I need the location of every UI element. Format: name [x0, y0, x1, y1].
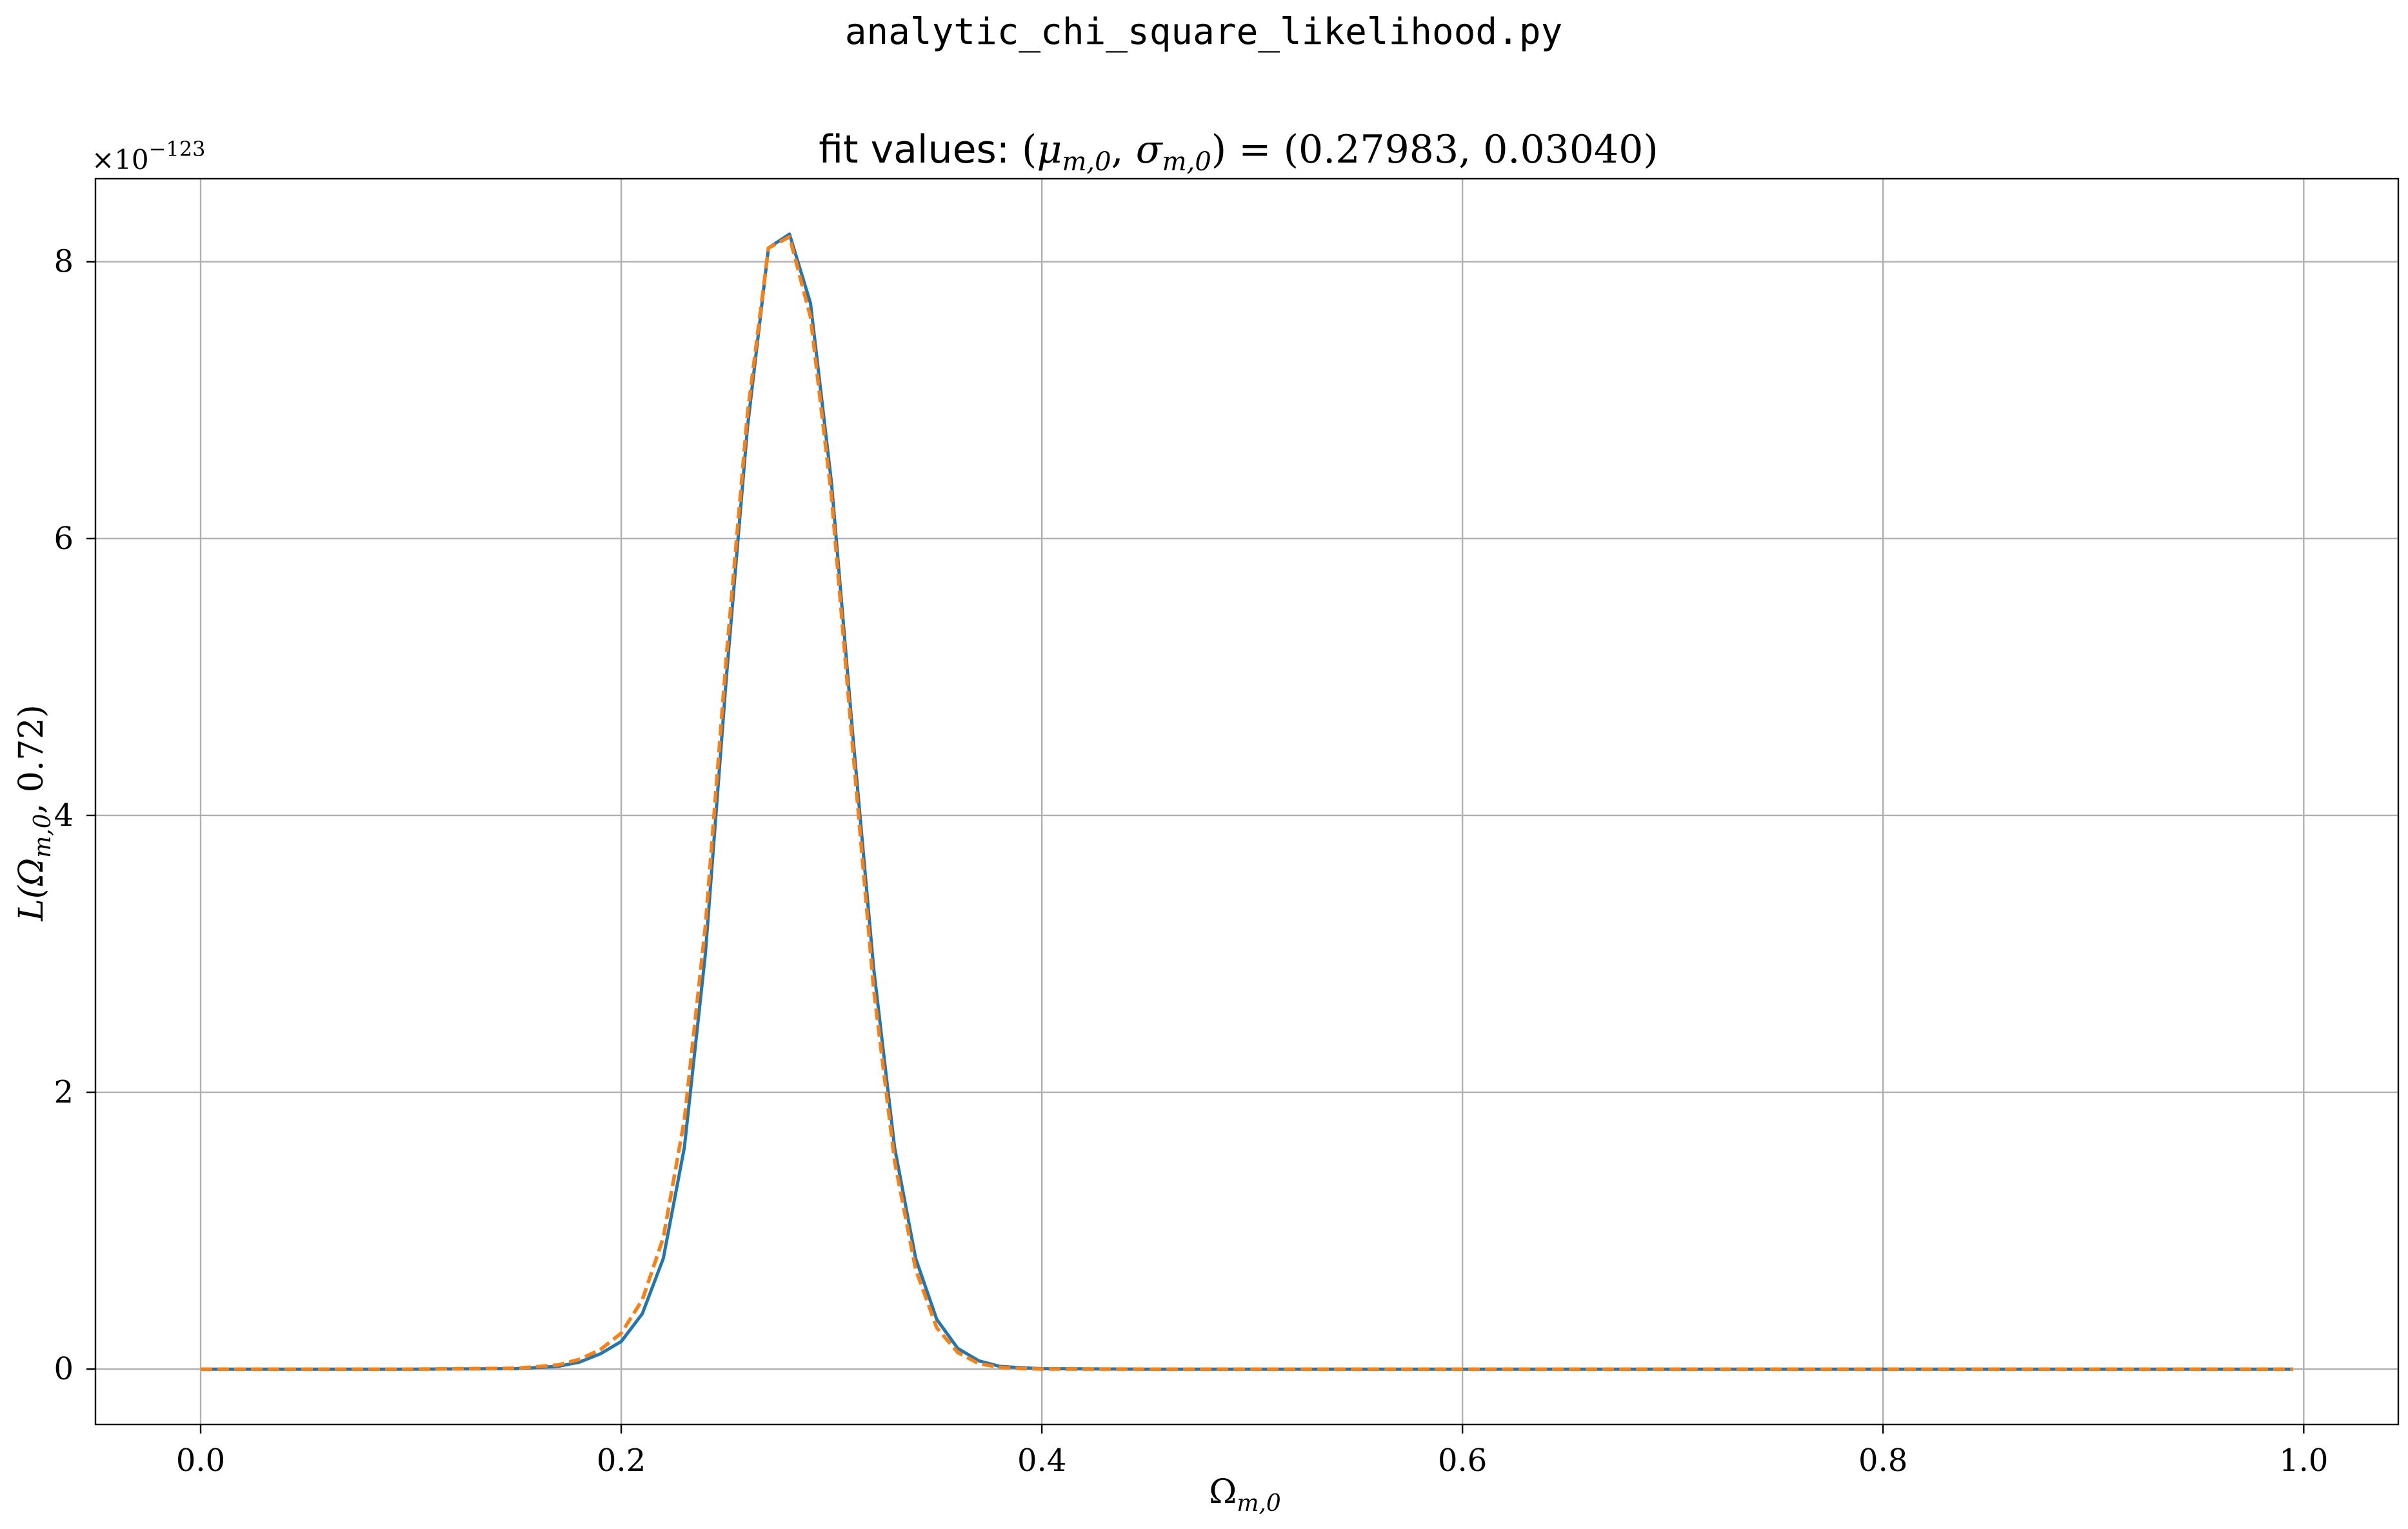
x-tick-label: 0.8 — [1858, 1443, 1907, 1479]
chart-title: fit values: (μm,0, σm,0) = (0.27983, 0.0… — [819, 127, 1658, 177]
y-gridlines — [95, 261, 2398, 1370]
y-axis-label-group: L(Ωm,0, 0.72) — [12, 705, 56, 922]
x-tick-label: 0.2 — [597, 1443, 646, 1479]
x-axis-label: Ωm,0 — [1209, 1473, 1281, 1517]
x-gridlines — [199, 179, 2305, 1424]
y-ticks: 0 2 4 6 8 — [54, 244, 95, 1387]
series-line-solid — [201, 232, 2293, 1371]
y-tick-label: 4 — [54, 797, 74, 834]
chart-title-sigma: σ — [1136, 127, 1164, 172]
x-tick-label: 1.0 — [2279, 1443, 2328, 1479]
chart-title-prefix: fit values: — [819, 127, 1022, 172]
y-tick-label: 6 — [54, 521, 74, 557]
x-tick-label: 0.6 — [1438, 1443, 1487, 1479]
figure-suptitle: analytic_chi_square_likelihood.py — [845, 11, 1563, 53]
axes-frame — [94, 177, 2400, 1426]
series-line-dashed — [201, 235, 2293, 1371]
y-tick-label: 2 — [54, 1074, 74, 1110]
plot-area: 0.0 0.2 0.4 0.6 0.8 1.0 0 2 4 6 8 — [54, 177, 2400, 1479]
series-layer — [201, 232, 2293, 1371]
y-axis-label: L(Ωm,0, 0.72) — [12, 705, 56, 922]
y-tick-label: 0 — [54, 1351, 74, 1387]
x-tick-label: 0.4 — [1017, 1443, 1066, 1479]
y-offset-label: ×10−123 — [92, 137, 206, 175]
chart-title-values: 0.27983, 0.03040 — [1299, 127, 1643, 172]
chart-title-mu: μ — [1037, 127, 1062, 172]
y-tick-label: 8 — [54, 244, 74, 280]
x-tick-label: 0.0 — [176, 1443, 225, 1479]
x-ticks: 0.0 0.2 0.4 0.6 0.8 1.0 — [176, 1424, 2328, 1479]
